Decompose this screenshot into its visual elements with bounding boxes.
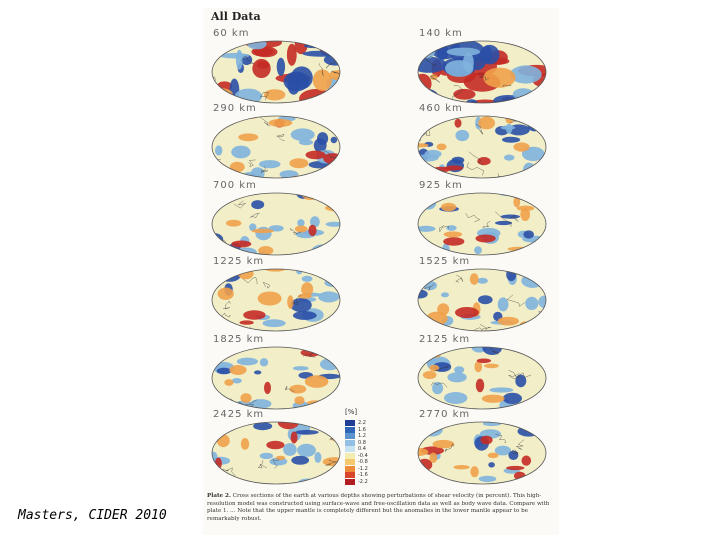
velocity-map [417,192,547,256]
depth-label: 700 km [213,180,257,191]
velocity-map [211,192,341,256]
colorbar-title: [%] [345,408,358,416]
depth-label: 925 km [419,180,463,191]
colorbar-tick-label: 0.8 [358,439,366,446]
velocity-map [211,346,341,410]
depth-label: 1825 km [213,334,265,345]
figure-caption: Plate 2. Cross sections of the earth at … [207,493,555,523]
velocity-map [417,40,547,104]
colorbar-swatch [345,433,355,439]
colorbar-tick-label: -1.2 [358,465,368,472]
colorbar-tick-label: 0.4 [358,446,366,452]
colorbar-tick-label: -2.2 [358,478,368,485]
colorbar-swatch [345,478,355,485]
depth-label: 290 km [213,103,257,114]
caption-label: Plate 2. [207,493,231,499]
colorbar-swatch [345,452,355,459]
colorbar-tick-label: 1.2 [358,433,366,439]
depth-label: 460 km [419,103,463,114]
velocity-map [417,115,547,179]
velocity-map [417,268,547,332]
caption-text: Cross sections of the earth at various d… [207,493,550,522]
colorbar-tick-label: 1.6 [358,426,366,433]
velocity-map [417,346,547,410]
velocity-map [211,115,341,179]
velocity-map [211,40,341,104]
velocity-map [417,421,547,485]
depth-label: 2125 km [419,334,471,345]
colorbar-tick-label: -0.8 [358,459,368,465]
depth-label: 2770 km [419,409,471,420]
colorbar-swatch [345,439,355,446]
colorbar-swatch [345,465,355,472]
depth-label: 2425 km [213,409,265,420]
colorbar-tick-label: -1.6 [358,472,368,478]
colorbar-swatch [345,459,355,465]
colorbar-tick-label: -0.4 [358,452,368,459]
velocity-map [211,421,341,485]
colorbar-swatch [345,472,355,478]
colorbar-swatch [345,446,355,452]
colorbar-swatch [345,420,355,426]
figure-title: All Data [211,10,261,23]
depth-label: 140 km [419,28,463,39]
velocity-map [211,268,341,332]
colorbar-tick-label: 2.2 [358,420,366,426]
credit-text: Masters, CIDER 2010 [18,508,167,523]
colorbar-swatch [345,426,355,433]
depth-label: 1525 km [419,256,471,267]
depth-label: 60 km [213,28,250,39]
tomography-figure: All Data 60 km 140 km 290 km 460 km 700 km 92… [203,8,559,535]
depth-label: 1225 km [213,256,265,267]
